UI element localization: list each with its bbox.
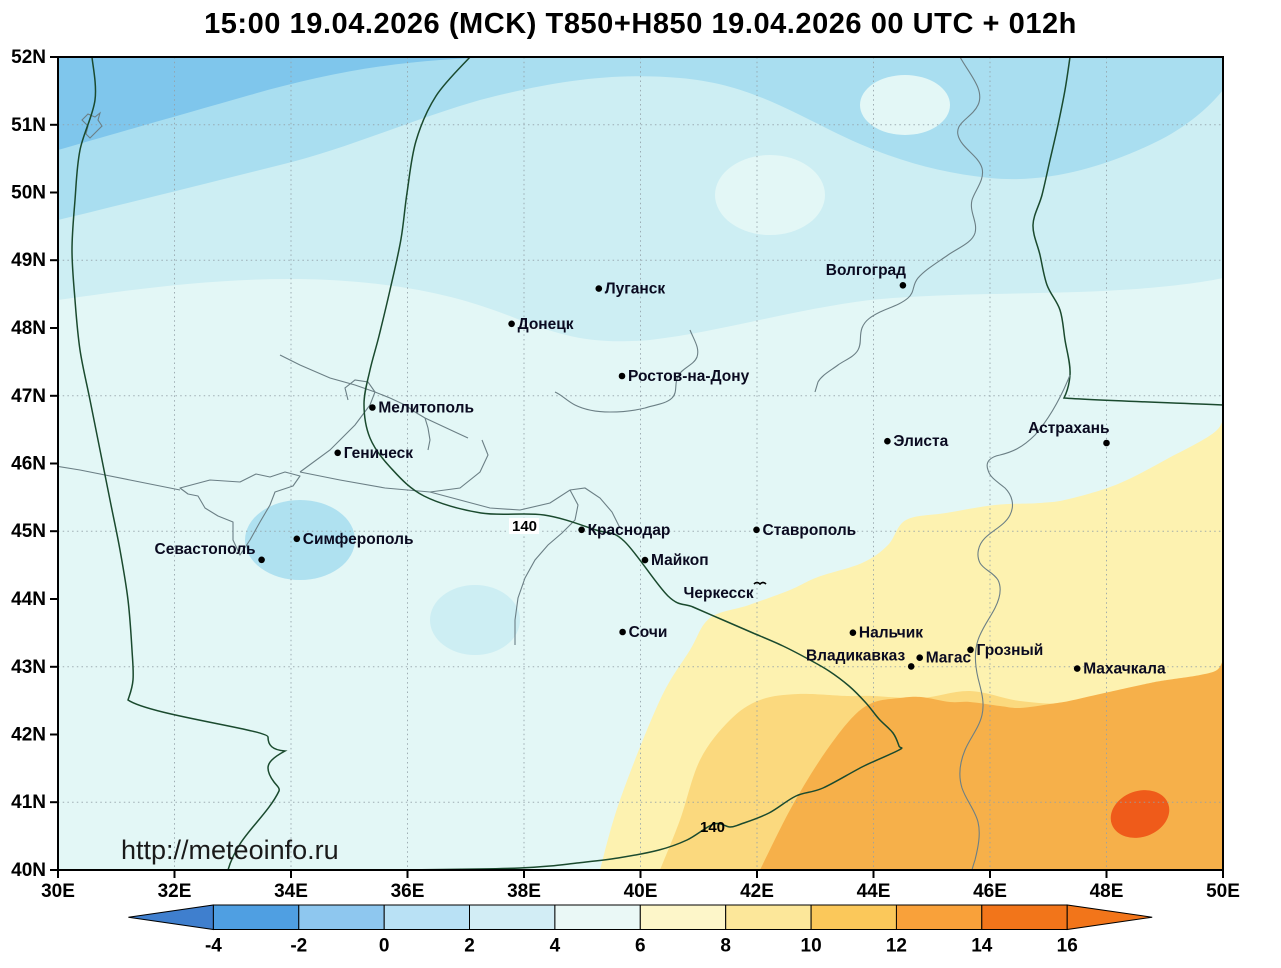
svg-text:0: 0 (379, 936, 390, 957)
svg-text:44E: 44E (857, 881, 891, 902)
svg-text:6: 6 (635, 936, 646, 957)
svg-text:2: 2 (464, 936, 475, 957)
svg-text:38E: 38E (507, 881, 541, 902)
svg-text:34E: 34E (274, 881, 308, 902)
svg-text:Магас: Магас (926, 650, 972, 667)
svg-text:42E: 42E (740, 881, 774, 902)
svg-text:42N: 42N (11, 725, 46, 746)
svg-text:Грозный: Грозный (977, 642, 1044, 659)
svg-text:14: 14 (971, 936, 993, 957)
svg-text:-4: -4 (205, 936, 222, 957)
svg-text:41N: 41N (11, 792, 46, 813)
svg-text:16: 16 (1057, 936, 1078, 957)
svg-text:Симферополь: Симферополь (303, 531, 414, 548)
svg-text:50N: 50N (11, 183, 46, 204)
svg-text:50E: 50E (1206, 881, 1240, 902)
svg-text:10: 10 (801, 936, 822, 957)
svg-text:-2: -2 (290, 936, 307, 957)
svg-text:Владикавказ: Владикавказ (806, 647, 906, 664)
svg-text:52N: 52N (11, 47, 46, 68)
svg-text:Сочи: Сочи (629, 624, 668, 641)
svg-text:12: 12 (886, 936, 907, 957)
svg-text:Элиста: Элиста (893, 433, 948, 450)
svg-text:140: 140 (512, 518, 537, 535)
svg-text:Астрахань: Астрахань (1028, 420, 1109, 437)
svg-text:8: 8 (720, 936, 731, 957)
svg-text:Геническ: Геническ (344, 445, 414, 462)
svg-text:48E: 48E (1090, 881, 1124, 902)
svg-text:40N: 40N (11, 860, 46, 881)
svg-text:46N: 46N (11, 454, 46, 475)
svg-text:44N: 44N (11, 589, 46, 610)
svg-text:Махачкала: Махачкала (1083, 661, 1166, 678)
svg-text:Ростов-на-Дону: Ростов-на-Дону (628, 368, 750, 385)
svg-text:Краснодар: Краснодар (588, 522, 671, 539)
svg-text:Нальчик: Нальчик (859, 625, 923, 642)
svg-text:43N: 43N (11, 657, 46, 678)
svg-text:Севастополь: Севастополь (155, 541, 256, 558)
svg-text:51N: 51N (11, 115, 46, 136)
svg-text:47N: 47N (11, 386, 46, 407)
svg-text:30E: 30E (41, 881, 75, 902)
svg-text:45N: 45N (11, 521, 46, 542)
svg-text:Волгоград: Волгоград (826, 262, 906, 279)
svg-text:Черкесск: Черкесск (684, 585, 754, 602)
svg-text:Ставрополь: Ставрополь (763, 522, 857, 539)
svg-text:36E: 36E (391, 881, 425, 902)
svg-text:Донецк: Донецк (518, 316, 574, 333)
svg-text:46E: 46E (973, 881, 1007, 902)
svg-text:4: 4 (550, 936, 561, 957)
svg-text:49N: 49N (11, 250, 46, 271)
svg-text:Мелитополь: Мелитополь (378, 400, 474, 417)
svg-text:48N: 48N (11, 318, 46, 339)
svg-text:Майкоп: Майкоп (651, 552, 709, 569)
svg-text:40E: 40E (624, 881, 658, 902)
svg-text:Луганск: Луганск (605, 281, 666, 298)
svg-text:http://meteoinfo.ru: http://meteoinfo.ru (121, 835, 339, 865)
svg-text:32E: 32E (158, 881, 192, 902)
